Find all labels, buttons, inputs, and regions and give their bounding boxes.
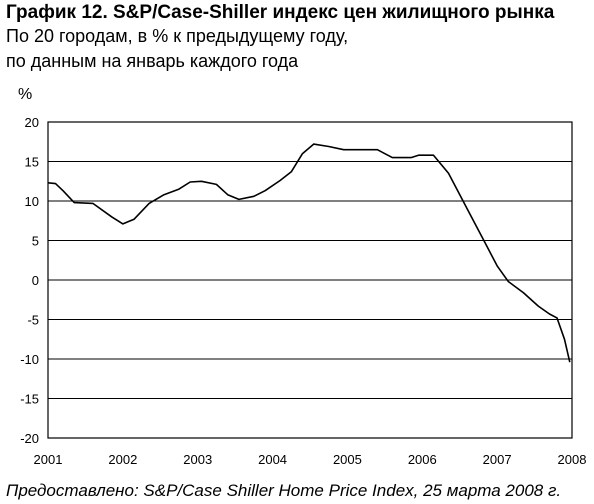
plot-frame <box>47 121 573 439</box>
y-tick-label: 0 <box>32 273 39 288</box>
x-tick-label: 2005 <box>333 452 362 467</box>
x-tick-label: 2003 <box>183 452 212 467</box>
chart-subtitle-line-2: по данным на январь каждого года <box>6 51 299 71</box>
y-tick-label: -15 <box>20 392 39 407</box>
y-tick-label: 5 <box>32 234 39 249</box>
y-axis-label: % <box>18 86 33 103</box>
x-tick-label: 2008 <box>558 452 587 467</box>
y-tick-label: 15 <box>25 155 39 170</box>
x-tick-label: 2002 <box>108 452 137 467</box>
y-tick-label: 20 <box>25 115 39 130</box>
x-tick-label: 2006 <box>408 452 437 467</box>
chart-subtitle-line-1: По 20 городам, в % к предыдущему году, <box>6 26 349 46</box>
source-credit: Предоставлено: S&P/Case Shiller Home Pri… <box>6 481 562 500</box>
y-tick-label: -20 <box>20 431 39 446</box>
y-tick-label: -5 <box>27 313 39 328</box>
x-tick-label: 2001 <box>34 452 63 467</box>
x-tick-label: 2007 <box>483 452 512 467</box>
y-tick-label: -10 <box>20 352 39 367</box>
y-tick-label: 10 <box>25 194 39 209</box>
series-line <box>47 143 571 363</box>
chart-title: График 12. S&P/Case-Shiller индекс цен ж… <box>6 2 555 23</box>
x-tick-label: 2004 <box>258 452 287 467</box>
